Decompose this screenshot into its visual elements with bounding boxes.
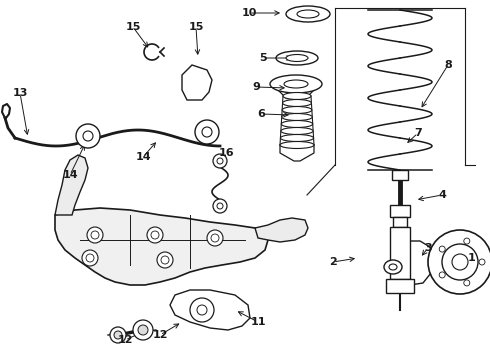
Circle shape (217, 203, 223, 209)
Circle shape (213, 199, 227, 213)
Polygon shape (395, 241, 435, 285)
Circle shape (86, 254, 94, 262)
Circle shape (428, 230, 490, 294)
Ellipse shape (276, 51, 318, 65)
Ellipse shape (281, 121, 313, 127)
Circle shape (195, 120, 219, 144)
Text: 12: 12 (117, 335, 133, 345)
Circle shape (190, 298, 214, 322)
Text: 4: 4 (438, 190, 446, 200)
Circle shape (207, 230, 223, 246)
Ellipse shape (282, 107, 312, 113)
Circle shape (82, 250, 98, 266)
Circle shape (197, 305, 207, 315)
Circle shape (110, 327, 126, 343)
Circle shape (147, 227, 163, 243)
Ellipse shape (281, 127, 313, 135)
Ellipse shape (286, 54, 308, 62)
Polygon shape (182, 65, 212, 100)
Circle shape (83, 131, 93, 141)
Circle shape (202, 127, 212, 137)
Text: 8: 8 (444, 60, 452, 70)
Ellipse shape (286, 6, 330, 22)
Text: 10: 10 (241, 8, 257, 18)
Circle shape (87, 227, 103, 243)
Text: 5: 5 (259, 53, 267, 63)
Text: 7: 7 (414, 128, 422, 138)
Circle shape (464, 280, 470, 286)
Circle shape (157, 252, 173, 268)
Circle shape (217, 158, 223, 164)
FancyBboxPatch shape (392, 170, 408, 180)
Circle shape (114, 331, 122, 339)
Ellipse shape (282, 113, 312, 121)
Circle shape (439, 246, 445, 252)
Text: 14: 14 (62, 170, 78, 180)
Circle shape (161, 256, 169, 264)
Polygon shape (255, 218, 308, 242)
Ellipse shape (270, 75, 322, 93)
Circle shape (442, 244, 478, 280)
Circle shape (91, 231, 99, 239)
Ellipse shape (384, 260, 402, 274)
Ellipse shape (283, 99, 312, 107)
Polygon shape (170, 290, 250, 330)
Text: 2: 2 (329, 257, 337, 267)
Circle shape (76, 124, 100, 148)
Text: 11: 11 (250, 317, 266, 327)
Ellipse shape (283, 93, 311, 99)
Text: 14: 14 (135, 152, 151, 162)
Circle shape (464, 238, 470, 244)
Text: 1: 1 (468, 253, 476, 263)
Ellipse shape (280, 135, 314, 141)
Ellipse shape (389, 264, 397, 270)
Text: 9: 9 (252, 82, 260, 92)
Text: 15: 15 (125, 22, 141, 32)
Text: 13: 13 (12, 88, 28, 98)
Circle shape (151, 231, 159, 239)
Text: 16: 16 (218, 148, 234, 158)
Text: 15: 15 (188, 22, 204, 32)
Text: 3: 3 (424, 243, 432, 253)
Polygon shape (55, 208, 268, 285)
Circle shape (479, 259, 485, 265)
FancyBboxPatch shape (386, 279, 414, 293)
Ellipse shape (284, 80, 308, 88)
Circle shape (213, 154, 227, 168)
FancyBboxPatch shape (390, 227, 410, 279)
Circle shape (211, 234, 219, 242)
Polygon shape (55, 155, 88, 215)
Circle shape (452, 254, 468, 270)
Text: 6: 6 (257, 109, 265, 119)
Circle shape (439, 272, 445, 278)
FancyBboxPatch shape (390, 205, 410, 217)
Ellipse shape (297, 10, 319, 18)
FancyBboxPatch shape (393, 217, 407, 227)
Text: 12: 12 (152, 330, 168, 340)
Ellipse shape (280, 141, 314, 149)
Circle shape (138, 325, 148, 335)
Circle shape (133, 320, 153, 340)
